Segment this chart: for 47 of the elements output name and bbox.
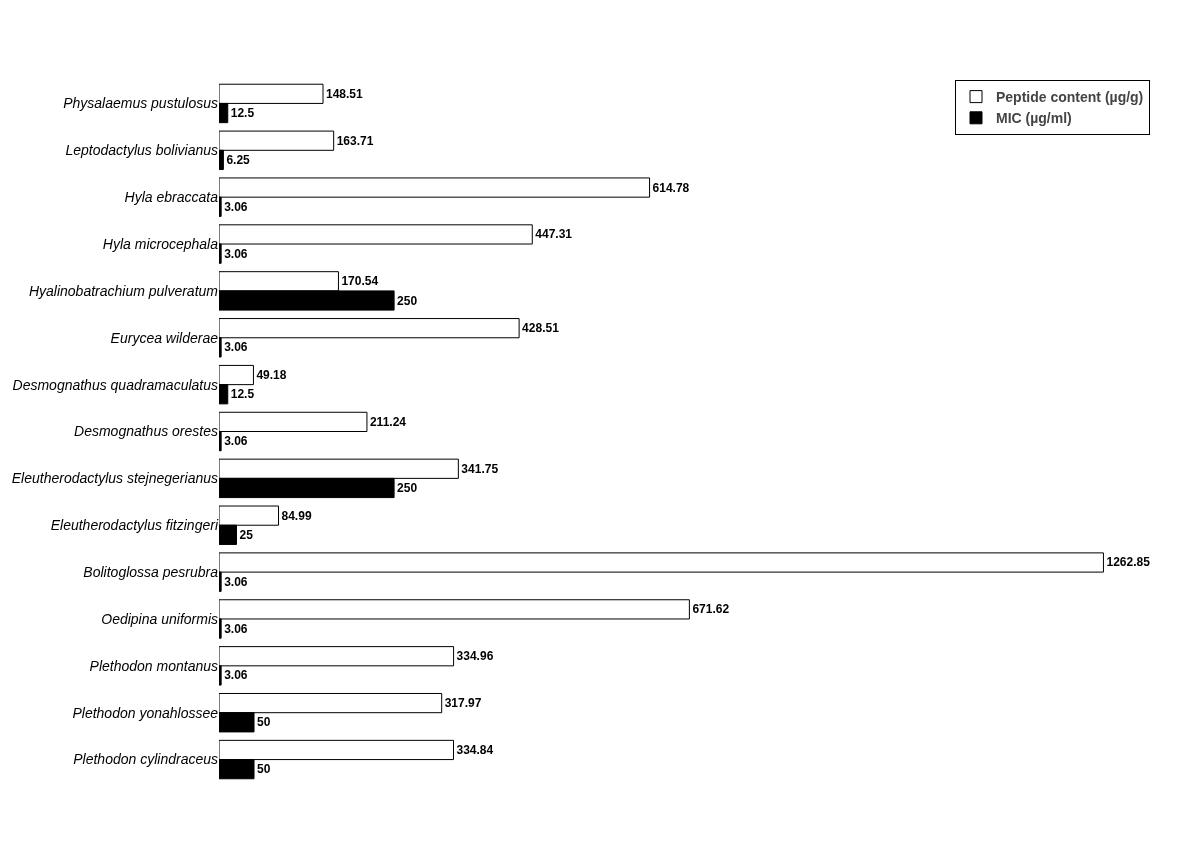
y-tick-label: Plethodon cylindraceus <box>73 751 218 768</box>
y-tick-label: Eurycea wilderae <box>110 329 219 346</box>
data-label: 334.96 <box>456 649 494 664</box>
data-label: 3.06 <box>224 199 248 214</box>
data-label: 25 <box>239 527 254 542</box>
data-label: 84.99 <box>281 508 312 523</box>
data-label: 1262.85 <box>1106 555 1151 570</box>
data-label: 250 <box>397 293 418 308</box>
data-label: 3.06 <box>224 621 248 636</box>
data-label: 170.54 <box>341 274 379 289</box>
y-tick-label: Eleutherodactylus fitzingeri <box>50 517 219 534</box>
data-label: 6.25 <box>226 152 251 167</box>
legend-label: Peptide content (µg/g) <box>996 89 1144 106</box>
data-label: 341.75 <box>461 461 499 476</box>
data-label: 3.06 <box>224 668 248 683</box>
data-label: 49.18 <box>256 368 287 383</box>
y-tick-label: Plethodon montanus <box>89 657 218 674</box>
y-tick-label: Hyla microcephala <box>102 235 219 252</box>
y-tick-label: Plethodon yonahlossee <box>72 704 219 721</box>
y-tick-label: Hyalinobatrachium pulveratum <box>28 282 219 299</box>
y-tick-label: Eleutherodactylus stejnegerianus <box>11 470 218 487</box>
data-label: 671.62 <box>692 602 730 617</box>
y-tick-label: Desmognathus orestes <box>74 423 218 440</box>
y-tick-label: Oedipina uniformis <box>101 610 218 627</box>
data-label: 3.06 <box>224 340 248 355</box>
data-label: 334.84 <box>456 742 494 757</box>
y-tick-label: Physalaemus pustulosus <box>63 95 218 112</box>
data-label: 3.06 <box>224 434 248 449</box>
y-tick-label: Desmognathus quadramaculatus <box>12 376 218 393</box>
data-label: 317.97 <box>444 696 482 711</box>
data-label: 428.51 <box>522 321 560 336</box>
y-tick-label: Leptodactylus bolivianus <box>65 142 218 159</box>
data-label: 12.5 <box>230 106 255 121</box>
data-label: 50 <box>257 762 271 777</box>
data-label: 3.06 <box>224 246 248 261</box>
data-label: 12.5 <box>230 387 255 402</box>
data-label: 250 <box>397 480 418 495</box>
legend-label: MIC (µg/ml) <box>996 110 1072 127</box>
data-label: 614.78 <box>652 180 690 195</box>
data-label: 447.31 <box>535 227 573 242</box>
data-label: 3.06 <box>224 574 248 589</box>
y-tick-label: Bolitoglossa pesrubra <box>83 564 219 580</box>
data-label: 50 <box>257 715 271 730</box>
data-label: 148.51 <box>326 86 364 101</box>
data-label: 211.24 <box>369 414 407 429</box>
y-tick-label: Hyla ebraccata <box>124 189 219 206</box>
data-label: 163.71 <box>336 133 374 148</box>
